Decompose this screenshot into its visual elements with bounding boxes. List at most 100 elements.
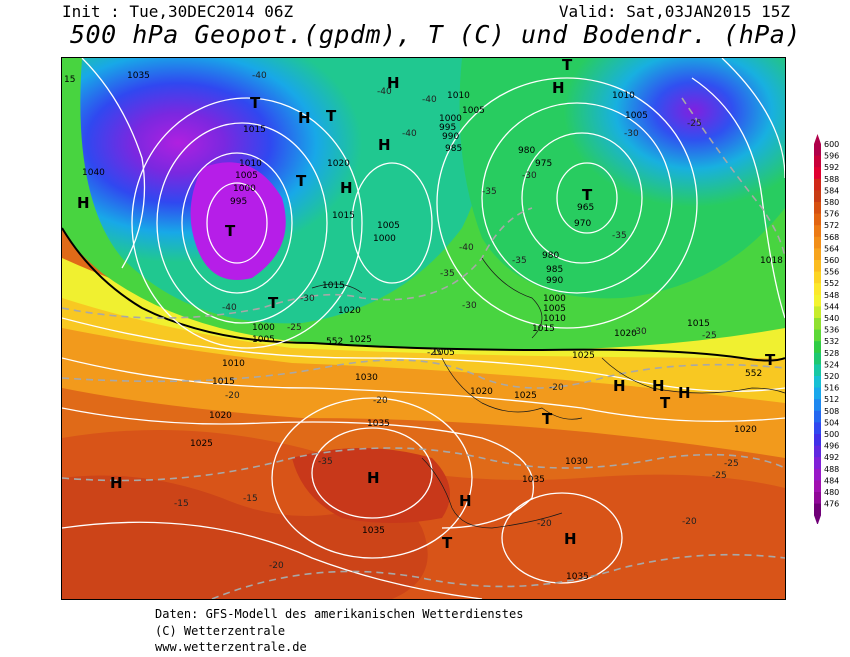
temperature-label: -30 — [300, 294, 315, 304]
legend-tick-label: 488 — [824, 465, 839, 474]
legend-swatch — [814, 364, 821, 377]
isotherms — [62, 97, 785, 599]
legend-tick-label: 496 — [824, 442, 839, 451]
pressure-label: 1005 — [462, 106, 485, 116]
legend-tick-label: 528 — [824, 349, 839, 358]
legend-swatch — [814, 178, 821, 191]
pressure-label: 1025 — [572, 351, 595, 361]
pressure-label: 1005 — [543, 304, 566, 314]
legend-tick-label: 588 — [824, 175, 839, 184]
temperature-label: -30 — [522, 171, 537, 181]
legend-tick-label: 556 — [824, 268, 839, 277]
pressure-label: 1015 — [687, 319, 710, 329]
legend-tick-label: 500 — [824, 430, 839, 439]
legend-tick-label: 544 — [824, 302, 839, 311]
pressure-label: 1010 — [543, 314, 566, 324]
high-marker: H — [77, 194, 90, 212]
temperature-label: -30 — [632, 327, 647, 337]
legend-swatch — [814, 422, 821, 435]
legend-tick-label: 520 — [824, 372, 839, 381]
pressure-label: 1018 — [760, 256, 783, 266]
pressure-label: 1020 — [327, 159, 350, 169]
pressure-label: 1015 — [322, 281, 345, 291]
pressure-label: 1010 — [612, 91, 635, 101]
pressure-label: 980 — [542, 251, 559, 261]
legend-swatch — [814, 167, 821, 180]
high-marker: H — [378, 136, 391, 154]
footer-copyright: (C) Wetterzentrale — [155, 624, 286, 638]
high-pressure-markers: H H H H H H H H H H H H H — [77, 74, 691, 548]
legend-tick-label: 476 — [824, 500, 839, 509]
legend-arrow-bottom — [814, 515, 821, 526]
pressure-label: 990 — [442, 132, 459, 142]
low-marker: T — [225, 222, 236, 240]
pressure-label: 1035 — [362, 526, 385, 536]
legend-swatch — [814, 492, 821, 504]
legend-swatch — [814, 434, 821, 446]
temperature-label: -20 — [269, 561, 284, 571]
pressure-label: 1000 — [373, 234, 396, 244]
legend-tick-label: 560 — [824, 256, 839, 265]
legend-tick-label: 572 — [824, 221, 839, 230]
cold-core-west — [80, 58, 489, 324]
contour-552-label: 552 — [745, 369, 762, 379]
low-marker: T — [268, 294, 279, 312]
legend-swatch — [814, 457, 821, 470]
pressure-label: 1015 — [243, 125, 266, 135]
footer-source: Daten: GFS-Modell des amerikanischen Wet… — [155, 607, 524, 621]
weather-map: 1035 1010 1005 1000 995 990 985 980 975 … — [61, 57, 786, 600]
temperature-label: -15 — [174, 499, 189, 509]
pressure-label: 975 — [535, 159, 552, 169]
legend-swatch — [814, 202, 821, 214]
pressure-label: 1020 — [338, 306, 361, 316]
temperature-label: -20 — [537, 519, 552, 529]
low-marker: T — [765, 351, 776, 369]
temperature-label: -35 — [612, 231, 627, 241]
low-marker: T — [660, 394, 671, 412]
pressure-label: 1010 — [239, 159, 262, 169]
pressure-label: 1015 — [332, 211, 355, 221]
temperature-label: -25 — [702, 331, 717, 341]
pressure-label: 1010 — [447, 91, 470, 101]
legend-swatch — [814, 410, 821, 423]
low-marker: T — [326, 107, 337, 125]
temperature-label: -40 — [422, 95, 437, 105]
temperature-label: -25 — [687, 119, 702, 129]
high-marker: H — [340, 179, 353, 197]
pressure-label: 980 — [518, 146, 535, 156]
pressure-label: 995 — [439, 123, 456, 133]
legend-tick-label: 600 — [824, 140, 839, 149]
legend-tick-label: 576 — [824, 210, 839, 219]
pressure-label: 985 — [445, 144, 462, 154]
temperature-label: -15 — [243, 494, 258, 504]
legend-swatch — [814, 155, 821, 168]
legend-swatch — [814, 399, 821, 412]
map-title: 500 hPa Geopot.(gpdm), T (C) und Bodendr… — [70, 20, 801, 49]
temperature-label: -20 — [373, 396, 388, 406]
pressure-label: 1020 — [470, 387, 493, 397]
band-orange-light — [62, 308, 785, 458]
legend-tick-label: 508 — [824, 407, 839, 416]
pressure-label: 1005 — [252, 335, 275, 345]
low-marker: T — [582, 186, 593, 204]
pressure-label: 985 — [546, 265, 563, 275]
legend-tick-label: 504 — [824, 418, 839, 427]
low-marker: T — [296, 172, 307, 190]
temperature-label: -25 — [712, 471, 727, 481]
pressure-label: 15 — [64, 75, 75, 85]
temperature-label: -35 — [440, 269, 455, 279]
footer-url[interactable]: www.wetterzentrale.de — [155, 640, 307, 654]
pressure-label: 990 — [546, 276, 563, 286]
pressure-label: 1025 — [190, 439, 213, 449]
pressure-label: 1005 — [377, 221, 400, 231]
high-marker: H — [387, 74, 400, 92]
legend-tick-label: 592 — [824, 163, 839, 172]
temperature-label: -25 — [287, 323, 302, 333]
pressure-label: 1005 — [235, 171, 258, 181]
legend-swatch — [814, 503, 821, 516]
high-marker: H — [552, 79, 565, 97]
legend-swatch — [814, 271, 821, 284]
temperature-label: -40 — [252, 71, 267, 81]
coastlines — [311, 257, 785, 529]
high-marker: H — [613, 377, 626, 395]
